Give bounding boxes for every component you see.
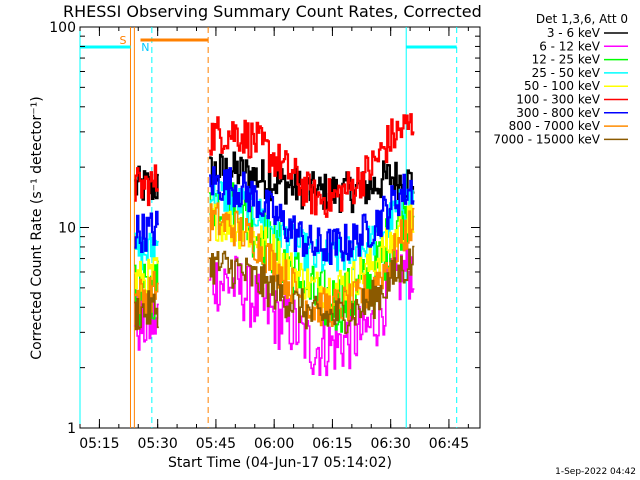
legend-entry-label: 6 - 12 keV bbox=[539, 39, 601, 53]
chart-title: RHESSI Observing Summary Count Rates, Co… bbox=[63, 2, 482, 21]
y-axis-label: Corrected Count Rate (s⁻¹ detector⁻¹) bbox=[29, 96, 45, 359]
x-tick-label: 05:30 bbox=[137, 436, 177, 452]
legend-entry-label: 100 - 300 keV bbox=[516, 93, 600, 107]
series-line bbox=[134, 245, 415, 335]
flag-label: S bbox=[119, 34, 126, 47]
y-tick-label: 100 bbox=[49, 20, 76, 36]
legend-entry-label: 3 - 6 keV bbox=[547, 26, 601, 40]
legend-entry-label: 300 - 800 keV bbox=[516, 106, 600, 120]
x-tick-label: 05:45 bbox=[196, 436, 236, 452]
flag-label: N bbox=[141, 41, 149, 54]
x-tick-label: 06:15 bbox=[312, 436, 352, 452]
x-tick-label: 05:15 bbox=[79, 436, 119, 452]
x-tick-label: 06:00 bbox=[254, 436, 294, 452]
legend-entry-label: 50 - 100 keV bbox=[524, 79, 601, 93]
axis-ticks: 05:15 05:30 05:45 06:00 06:15 06:30 06:45 1 10 10… bbox=[49, 20, 480, 452]
x-tick-label: 06:45 bbox=[429, 436, 469, 452]
legend-entry-label: 12 - 25 keV bbox=[532, 53, 601, 67]
series-line bbox=[134, 166, 415, 265]
y-tick-label: 10 bbox=[58, 221, 76, 237]
y-tick-label: 1 bbox=[67, 421, 76, 437]
x-axis-label: Start Time (04-Jun-17 05:14:02) bbox=[168, 455, 392, 471]
legend-entry-label: 25 - 50 keV bbox=[532, 66, 601, 80]
x-tick-label: 06:30 bbox=[370, 436, 410, 452]
series-layer bbox=[134, 113, 415, 377]
legend-header: Det 1,3,6, Att 0 bbox=[536, 12, 628, 26]
legend-entry-label: 800 - 7000 keV bbox=[509, 119, 601, 133]
footer-timestamp: 1-Sep-2022 04:42 bbox=[555, 467, 636, 477]
legend-entry-label: 7000 - 15000 keV bbox=[493, 132, 600, 146]
series-line bbox=[134, 113, 415, 218]
